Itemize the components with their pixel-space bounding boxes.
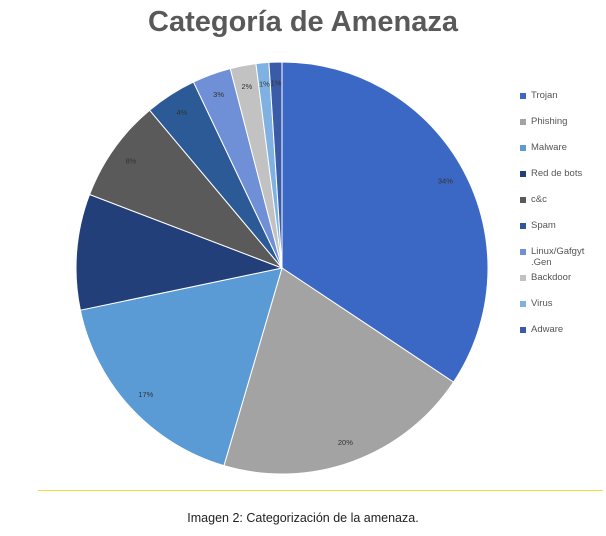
legend-item: Virus [520,298,591,324]
legend-item: Backdoor [520,272,591,298]
legend-swatch [520,223,526,229]
legend-label: Red de bots [531,168,583,179]
legend-item: Linux/Gafgyt .Gen [520,246,591,272]
slice-label: 20% [338,438,353,447]
legend-label: Malware [531,142,567,153]
legend-swatch [520,327,526,333]
chart-legend: Trojan Phishing Malware Red de bots c&c Spam L… [520,90,591,350]
slice-label: 4% [176,108,187,117]
legend-label: c&c [531,194,547,205]
figure-caption: Imagen 2: Categorización de la amenaza. [187,511,419,525]
legend-item: Adware [520,324,591,350]
legend-item: Spam [520,220,591,246]
slice-label: 1% [271,79,282,88]
legend-swatch [520,301,526,307]
legend-label: Spam [531,220,556,231]
slice-label: 1% [259,79,270,88]
pie-slice-malware [79,267,283,467]
slice-label: 34% [438,176,453,185]
legend-item: Red de bots [520,168,591,194]
legend-label: Adware [531,324,564,335]
legend-swatch [520,197,526,203]
legend-label: Phishing [531,116,568,127]
legend-swatch [520,249,526,255]
slice-label: 2% [241,82,252,91]
slice-label: 17% [138,390,153,399]
pie-slice-phishing [223,267,455,475]
slice-label: 8% [126,157,137,166]
legend-label: Backdoor [531,272,572,283]
pie-slice-red-de-bots [75,193,284,311]
pie-slice-adware [268,61,283,269]
legend-swatch [520,171,526,177]
legend-swatch [520,275,526,281]
legend-item: c&c [520,194,591,220]
caption-divider [38,490,603,491]
pie-slice-c-c [88,109,284,270]
chart-title: Categoría de Amenaza [148,6,458,38]
legend-label: Linux/Gafgyt .Gen [531,246,585,268]
legend-item: Trojan [520,90,591,116]
legend-label: Trojan [531,90,558,101]
legend-swatch [520,145,526,151]
slice-label: 3% [213,90,224,99]
legend-swatch [520,119,526,125]
legend-label: Virus [531,298,553,309]
legend-item: Phishing [520,116,591,142]
legend-item: Malware [520,142,591,168]
legend-swatch [520,93,526,99]
